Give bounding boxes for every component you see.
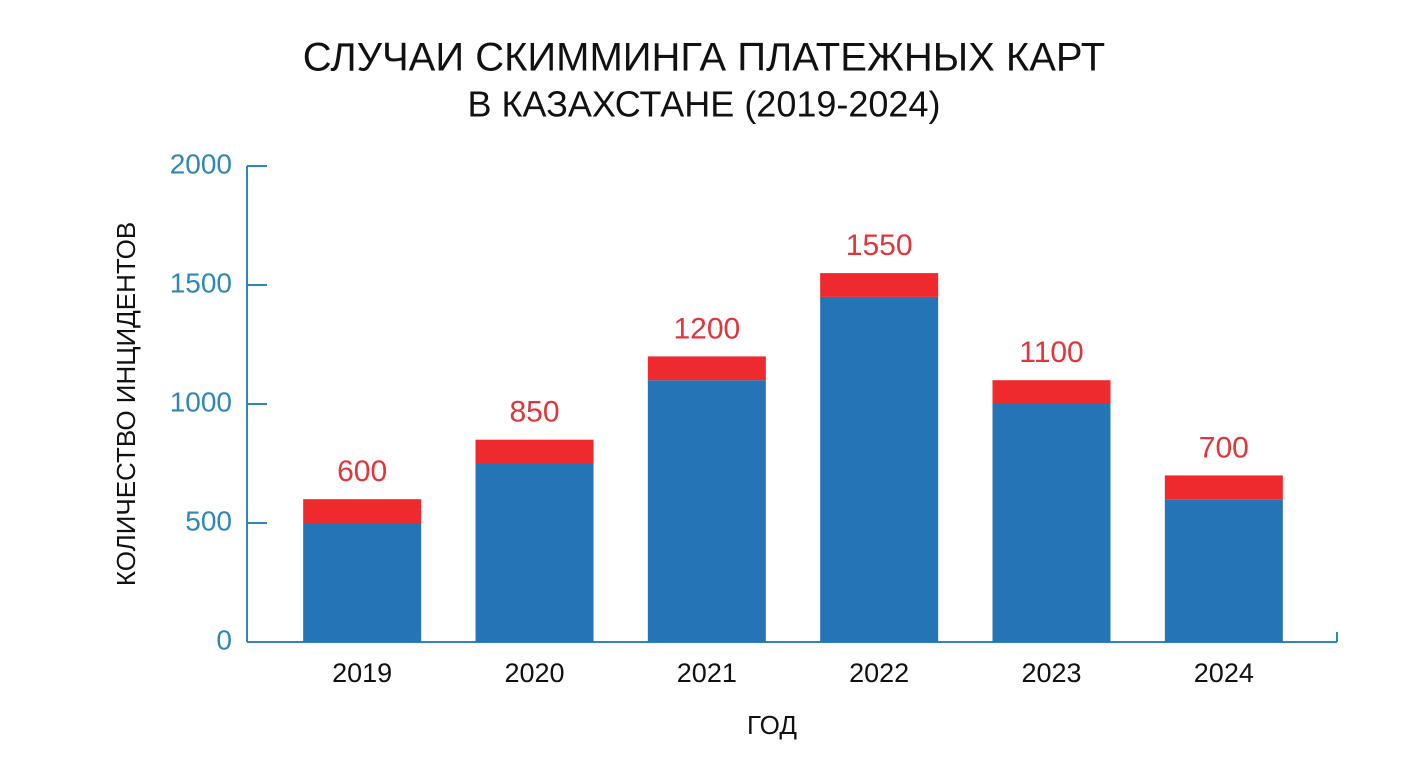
bar-segment (1164, 499, 1283, 642)
bar-segment (1164, 475, 1283, 500)
x-axis-label: ГОД (747, 710, 797, 740)
x-tick-label: 2023 (1021, 658, 1081, 688)
y-tick-label: 500 (185, 505, 232, 536)
y-axis-label: КОЛИЧЕСТВО ИНЦИДЕНТОВ (111, 222, 141, 586)
x-tick-label: 2021 (677, 658, 737, 688)
bar-segment (303, 523, 422, 642)
x-tick-label: 2022 (849, 658, 909, 688)
bar-segment (992, 380, 1111, 404)
bar-segment (820, 273, 939, 297)
bar-segment (647, 380, 766, 642)
y-tick-label: 0 (216, 624, 232, 655)
bar-segment (303, 499, 422, 523)
total-label: 850 (509, 396, 559, 429)
bar-segment (475, 463, 594, 642)
x-tick-label: 2020 (504, 658, 564, 688)
bar-segment (992, 404, 1111, 642)
total-label: 1200 (673, 312, 740, 345)
x-tick-label: 2024 (1194, 658, 1254, 688)
y-tick-label: 1000 (170, 386, 232, 417)
chart-title: СЛУЧАИ СКИММИНГА ПЛАТЕЖНЫХ КАРТ (303, 36, 1105, 80)
total-label: 1100 (1019, 336, 1084, 369)
x-tick-label: 2019 (332, 658, 392, 688)
bar-segment (647, 356, 766, 381)
bar-segment (820, 296, 939, 642)
bar-segment (475, 439, 594, 464)
total-label: 1550 (846, 229, 913, 262)
total-label: 600 (337, 455, 387, 488)
total-label: 700 (1199, 431, 1249, 464)
y-tick-label: 1500 (170, 267, 232, 298)
chart-subtitle: В КАЗАХСТАНЕ (2019-2024) (468, 84, 941, 125)
y-tick-label: 2000 (170, 148, 232, 179)
